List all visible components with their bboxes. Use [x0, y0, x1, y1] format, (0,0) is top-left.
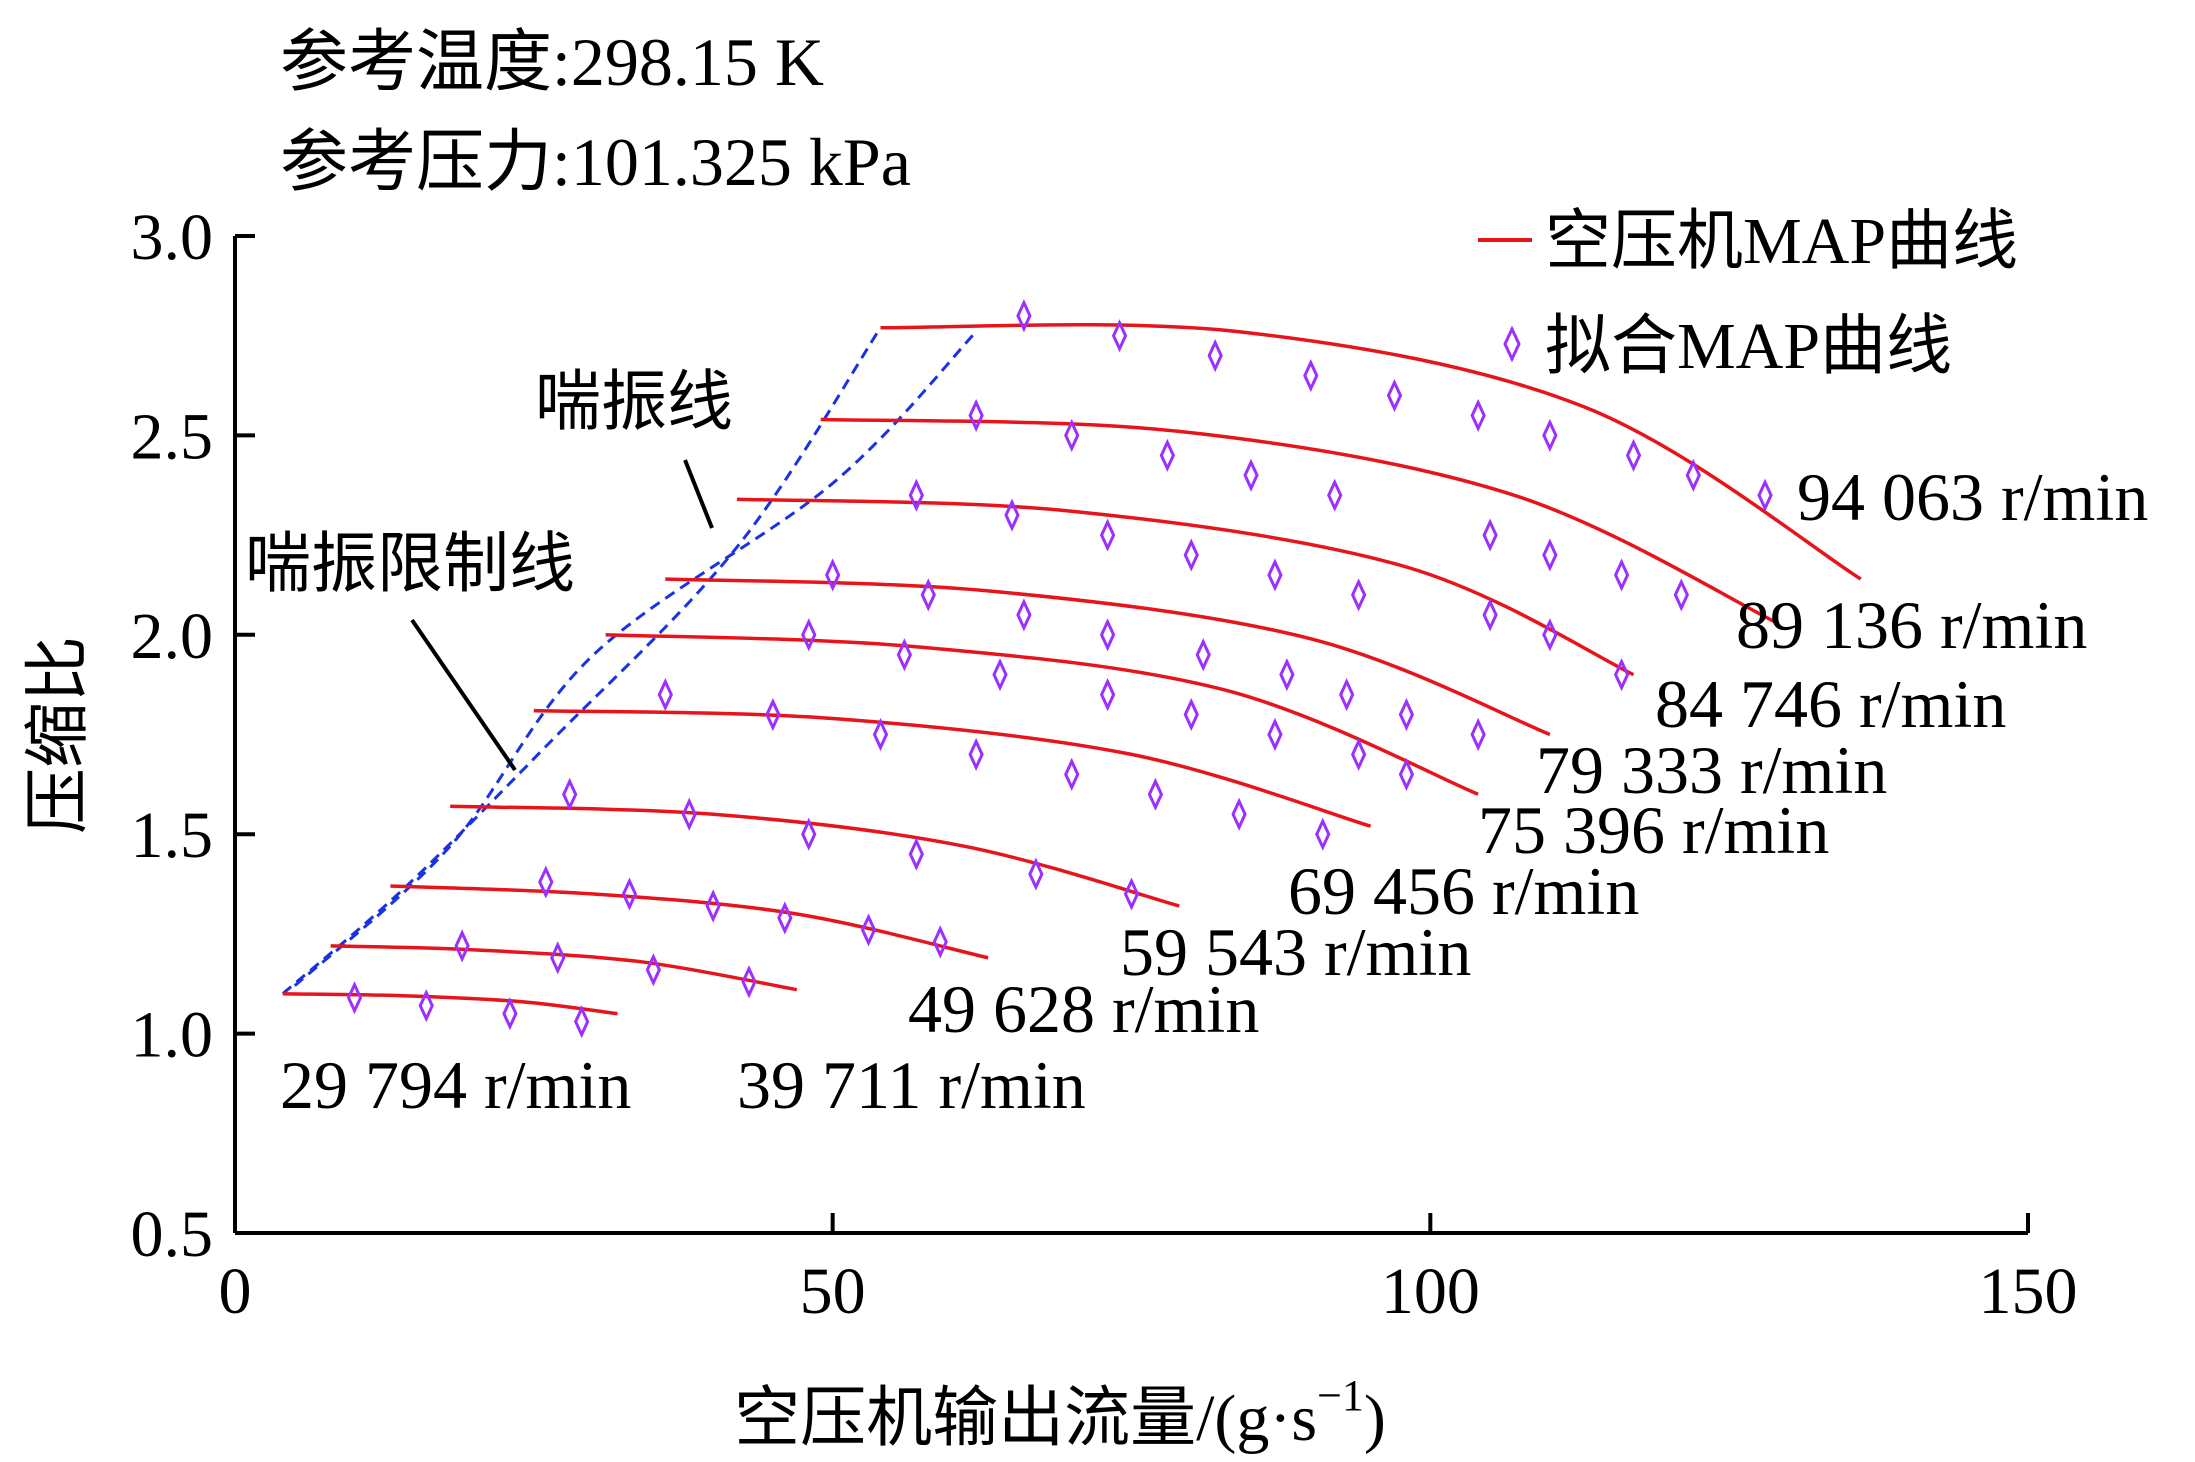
- x-axis-label-end: ): [1364, 1382, 1386, 1455]
- x-tick-label-0: 0: [219, 1255, 252, 1328]
- fit-point-69456-3: [970, 741, 982, 767]
- y-tick-label-1: 1.0: [131, 999, 214, 1072]
- fit-point-84746-4: [1269, 562, 1281, 588]
- fit-point-89136-7: [1616, 562, 1628, 588]
- speed-label-84746: 84 746 r/min: [1655, 666, 2006, 742]
- fit-point-69456-5: [1149, 781, 1161, 807]
- fit-point-89136-5: [1484, 522, 1496, 548]
- map-curve-29794: [283, 994, 618, 1014]
- y-tick-label-1.5: 1.5: [131, 799, 214, 872]
- map-curve-49628: [390, 886, 988, 958]
- fit-point-29794-3: [576, 1009, 588, 1035]
- map-curve-69456: [534, 711, 1371, 827]
- surge-limit-line-label: 喘振限制线: [245, 528, 575, 601]
- fit-point-94063-5: [1472, 402, 1484, 428]
- surge-line-leader: [685, 460, 712, 528]
- fit-point-29794-2: [504, 1001, 516, 1027]
- fit-point-79333-4: [1197, 642, 1209, 668]
- fit-point-89136-3: [1245, 462, 1257, 488]
- map-curve-39711: [331, 946, 797, 990]
- fit-point-49628-2: [707, 893, 719, 919]
- x-tick-label-100: 100: [1381, 1255, 1480, 1328]
- fit-point-79333-8: [1472, 722, 1484, 748]
- fit-point-89136-8: [1675, 582, 1687, 608]
- map-curve-84746: [737, 499, 1634, 675]
- y-tick-label-0.5: 0.5: [131, 1198, 214, 1271]
- fit-point-89136-1: [1066, 422, 1078, 448]
- fit-point-49628-3: [779, 905, 791, 931]
- x-axis-label: 空压机输出流量/(g·s−1): [734, 1371, 1386, 1455]
- fit-point-69456-6: [1233, 801, 1245, 827]
- fit-point-59543-0: [564, 781, 576, 807]
- fit-point-89136-2: [1161, 442, 1173, 468]
- x-axis-label-superscript: −1: [1317, 1371, 1364, 1420]
- x-axis-label-main: 空压机输出流量/(g·s: [734, 1382, 1317, 1455]
- fit-point-69456-0: [659, 682, 671, 708]
- speed-label-94063: 94 063 r/min: [1797, 459, 2148, 535]
- fit-point-94063-7: [1628, 442, 1640, 468]
- fit-point-89136-6: [1544, 542, 1556, 568]
- fit-point-89136-4: [1329, 482, 1341, 508]
- fit-point-94063-9: [1759, 482, 1771, 508]
- fit-point-84746-6: [1484, 602, 1496, 628]
- fit-point-75396-3: [1102, 682, 1114, 708]
- reference-temperature-note: 参考温度:298.15 K: [280, 24, 824, 100]
- fit-point-94063-3: [1305, 363, 1317, 389]
- fit-point-89136-0: [970, 402, 982, 428]
- fit-point-69456-4: [1066, 761, 1078, 787]
- fit-point-69456-2: [874, 722, 886, 748]
- surge-line-label: 喘振线: [535, 366, 733, 439]
- surge-line-annotation: 喘振线: [535, 366, 733, 528]
- fit-point-94063-4: [1388, 383, 1400, 409]
- fit-point-84746-3: [1185, 542, 1197, 568]
- fit-point-75396-5: [1269, 722, 1281, 748]
- y-axis-label: 压缩比: [22, 636, 95, 834]
- fit-point-79333-5: [1281, 662, 1293, 688]
- reference-pressure-note: 参考压力:101.325 kPa: [280, 124, 911, 200]
- x-tick-label-150: 150: [1979, 1255, 2078, 1328]
- fit-point-79333-6: [1341, 682, 1353, 708]
- fit-point-75396-4: [1185, 702, 1197, 728]
- fit-point-49628-5: [934, 929, 946, 955]
- y-tick-label-2.5: 2.5: [131, 400, 214, 473]
- fit-point-94063-2: [1209, 343, 1221, 369]
- fit-point-75396-2: [994, 662, 1006, 688]
- map-curve-89136: [821, 419, 1777, 622]
- fit-point-39711-2: [647, 957, 659, 983]
- fit-point-49628-1: [623, 881, 635, 907]
- fit-point-79333-3: [1102, 622, 1114, 648]
- speed-label-79333: 79 333 r/min: [1536, 732, 1887, 808]
- legend-map-curve-label: 空压机MAP曲线: [1545, 205, 2018, 278]
- fit-point-79333-2: [1018, 602, 1030, 628]
- speed-label-39711: 39 711 r/min: [737, 1047, 1086, 1123]
- fit-point-75396-0: [803, 622, 815, 648]
- fit-point-39711-0: [456, 933, 468, 959]
- y-tick-label-2: 2.0: [131, 600, 214, 673]
- legend-fit-curve-label: 拟合MAP曲线: [1545, 310, 1952, 383]
- surge-limit-line-leader: [412, 620, 515, 770]
- fit-point-59543-3: [910, 841, 922, 867]
- legend: 空压机MAP曲线 拟合MAP曲线: [1478, 205, 2018, 383]
- fit-point-79333-7: [1400, 702, 1412, 728]
- legend-fit-curve-marker: [1505, 329, 1519, 359]
- fit-point-94063-6: [1544, 422, 1556, 448]
- speed-label-89136: 89 136 r/min: [1736, 587, 2087, 663]
- fit-point-84746-2: [1102, 522, 1114, 548]
- fit-point-84746-5: [1353, 582, 1365, 608]
- fit-point-29794-0: [349, 985, 361, 1011]
- fit-point-75396-6: [1353, 741, 1365, 767]
- y-tick-label-3: 3.0: [131, 201, 214, 274]
- x-tick-label-50: 50: [800, 1255, 866, 1328]
- surge-limit-line-annotation: 喘振限制线: [245, 528, 575, 770]
- fit-point-75396-7: [1400, 761, 1412, 787]
- speed-label-29794: 29 794 r/min: [280, 1047, 631, 1123]
- fit-point-39711-1: [552, 945, 564, 971]
- fit-point-69456-7: [1317, 821, 1329, 847]
